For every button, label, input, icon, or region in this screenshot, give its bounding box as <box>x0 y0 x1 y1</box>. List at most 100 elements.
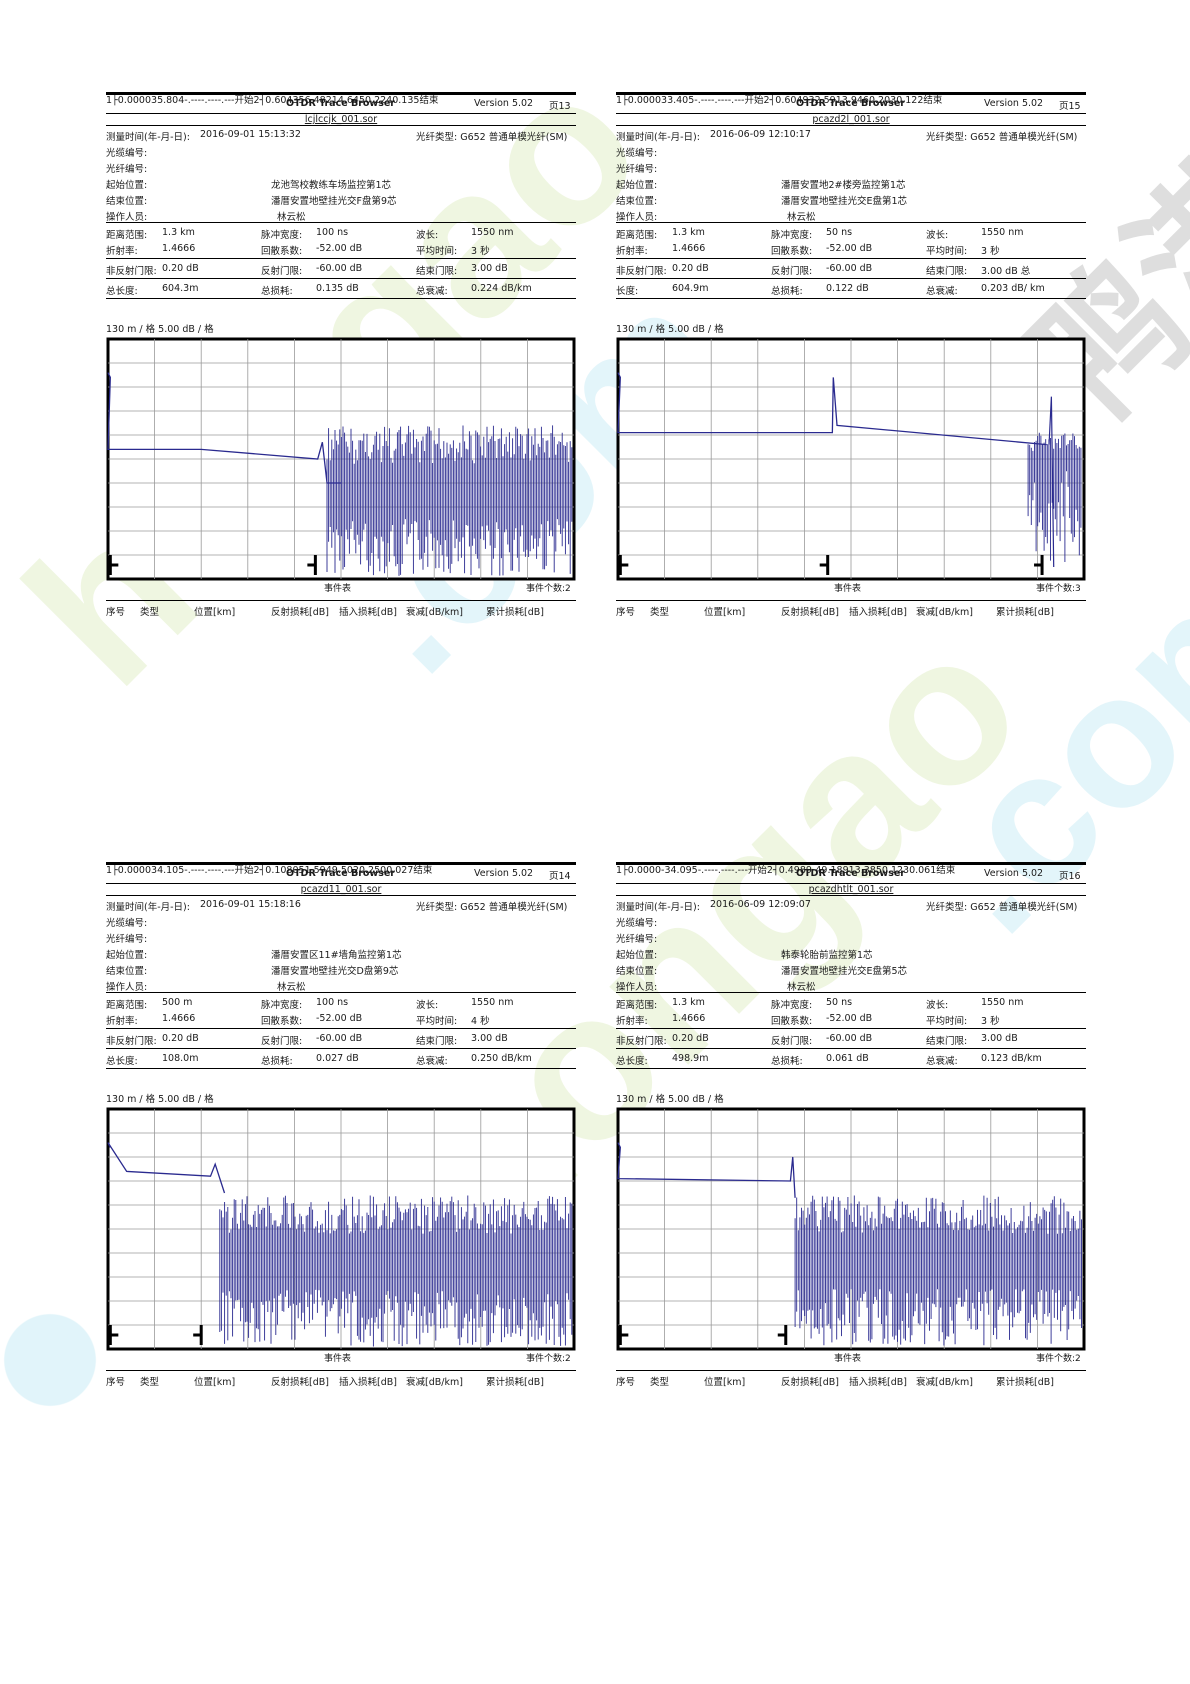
event-cell: -.--- <box>217 95 235 106</box>
divider <box>616 258 1086 259</box>
end-location-label: 结束位置: <box>616 966 658 977</box>
divider <box>616 992 1086 993</box>
event-cell: -.--- <box>184 865 202 876</box>
start-location-label: 起始位置: <box>106 950 148 961</box>
file-name: lcjlccjk_001.sor <box>304 114 378 125</box>
end-threshold-value: 3.00 dB 总 <box>981 266 1031 277</box>
event-col-header: 序号 <box>106 607 126 618</box>
total-loss-value: 0.122 dB <box>826 283 869 294</box>
event-type-label: 结束 <box>923 95 943 106</box>
event-cell: 0.122 <box>896 95 924 106</box>
divider <box>106 1068 576 1069</box>
event-marker <box>819 555 830 575</box>
event-cell: 0.123 <box>881 865 910 876</box>
event-type-icon: ├ <box>622 865 628 876</box>
end-location: 潘厝安置地壁挂光交E盘第1芯 <box>781 196 908 207</box>
cable-no-label: 光缆编号: <box>616 918 658 929</box>
event-col-header: 衰减[dB/km] <box>916 1377 973 1388</box>
nonrefl-threshold-label: 非反射门限: <box>106 266 157 277</box>
start-location: 韩泰轮胎前监控第1芯 <box>781 950 873 961</box>
report-header: OTDR Trace Browser Version 5.02 页13 <box>106 92 576 114</box>
divider <box>616 1048 1086 1049</box>
event-marker <box>1034 555 1044 575</box>
end-location-label: 结束位置: <box>106 196 148 207</box>
cable-no-label: 光缆编号: <box>106 918 148 929</box>
divider <box>616 1370 1086 1371</box>
end-location-label: 结束位置: <box>616 196 658 207</box>
event-cell: 0.0000 <box>627 95 662 106</box>
refl-threshold-value: -60.00 dB <box>316 1033 363 1044</box>
avg-time-label: 平均时间: <box>926 1016 968 1027</box>
event-col-header: 累计损耗[dB] <box>996 1377 1054 1388</box>
measure-time: 2016-09-01 15:18:16 <box>200 899 301 910</box>
fiber-no-label: 光纤编号: <box>106 164 148 175</box>
avg-time-value: 3 秒 <box>471 246 490 257</box>
total-loss-label: 总损耗: <box>261 1056 293 1067</box>
report-title: OTDR Trace Browser <box>286 868 395 879</box>
avg-time-value: 4 秒 <box>471 1016 490 1027</box>
pulse-label: 脉冲宽度: <box>261 1000 303 1011</box>
ior-label: 折射率: <box>106 246 138 257</box>
operator: 林云松 <box>787 212 816 223</box>
range-value: 1.3 km <box>162 227 195 238</box>
fiber-type: 光纤类型: G652 普通单模光纤(SM) <box>416 132 568 143</box>
event-cell: 14.645 <box>331 95 366 106</box>
total-loss-label: 总损耗: <box>261 286 293 297</box>
divider <box>106 258 576 259</box>
event-table-body: 1├0.000035.804-.----.----.---开始2┤0.60435… <box>106 92 576 106</box>
end-threshold-label: 结束门限: <box>926 266 968 277</box>
total-loss-value: 0.061 dB <box>826 1053 869 1064</box>
trace-line <box>107 372 341 484</box>
divider <box>106 1370 576 1371</box>
event-table-caption: 事件表 <box>834 584 862 594</box>
report-header: OTDR Trace Browser Version 5.02 页14 <box>106 862 576 884</box>
divider <box>106 222 576 223</box>
event-col-header: 类型 <box>140 1377 160 1388</box>
event-count: 事件个数:2 <box>526 584 571 594</box>
range-label: 距离范围: <box>106 1000 148 1011</box>
divider <box>106 992 576 993</box>
version-label: Version 5.02 <box>474 98 534 109</box>
event-cell: 0.224 <box>365 95 393 106</box>
event-type-label: 结束 <box>936 865 956 876</box>
event-col-header: 序号 <box>616 1377 636 1388</box>
backscatter-value: -52.00 dB <box>316 1013 363 1024</box>
cable-no-label: 光缆编号: <box>616 148 658 159</box>
event-cell: -.--- <box>201 865 218 876</box>
start-location: 潘厝安置地2#楼旁监控第1芯 <box>781 180 906 191</box>
wavelength-label: 波长: <box>926 230 949 241</box>
noise-floor <box>794 1195 1082 1346</box>
divider <box>106 298 576 299</box>
end-location-label: 结束位置: <box>106 966 148 977</box>
end-threshold-label: 结束门限: <box>926 1036 968 1047</box>
event-cell: -.--- <box>694 95 712 106</box>
nonrefl-threshold-value: 0.20 dB <box>672 1033 709 1044</box>
backscatter-value: -52.00 dB <box>826 243 873 254</box>
divider <box>106 1028 576 1029</box>
wavelength-value: 1550 nm <box>471 997 514 1008</box>
event-cell: 0.1080 <box>265 865 299 876</box>
event-table-body: 1├0.000033.405-.----.----.---开始2┤0.60493… <box>616 92 1086 106</box>
total-loss-value: 0.135 dB <box>316 283 359 294</box>
measure-time: 2016-06-09 12:09:07 <box>710 899 811 910</box>
event-cell: 0.6043 <box>265 95 299 106</box>
event-col-header: 反射损耗[dB] <box>271 607 329 618</box>
event-count: 事件个数:2 <box>526 1354 571 1364</box>
event-cell: 1 <box>106 95 113 106</box>
pulse-label: 脉冲宽度: <box>771 230 813 241</box>
event-cell: 33.405 <box>661 95 695 106</box>
otdr-report-panel: OTDR Trace Browser Version 5.02 页13 lcjl… <box>106 92 576 652</box>
total-loss-value: 0.027 dB <box>316 1053 359 1064</box>
event-cell: 0.061 <box>909 865 937 876</box>
page-number: 页14 <box>549 871 571 882</box>
event-marker <box>307 555 317 575</box>
operator: 林云松 <box>277 212 306 223</box>
trace-line <box>617 1142 796 1198</box>
event-col-header: 反射损耗[dB] <box>781 607 839 618</box>
nonrefl-threshold-value: 0.20 dB <box>162 263 199 274</box>
end-location: 潘厝安置地壁挂光交E盘第5芯 <box>781 966 908 977</box>
otdr-trace-chart <box>616 1107 1086 1351</box>
backscatter-label: 回散系数: <box>261 1016 303 1027</box>
otdr-trace-chart <box>106 1107 576 1351</box>
end-threshold-label: 结束门限: <box>416 1036 458 1047</box>
